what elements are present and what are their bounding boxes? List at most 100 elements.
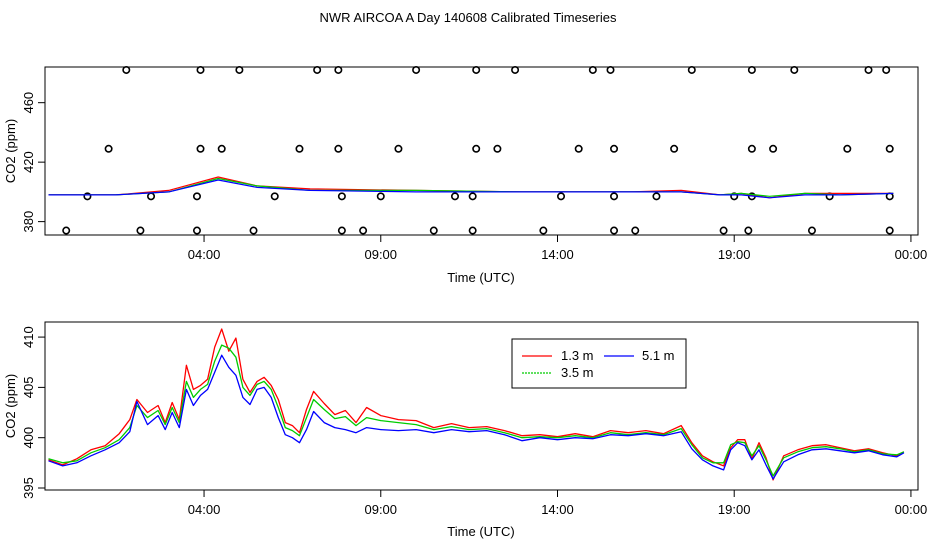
top-plot-frame: [44, 66, 919, 236]
top-x-tick-label-09-00: 09:00: [364, 247, 397, 262]
top-circle-point-3-12: [744, 226, 753, 235]
top-circle-point-1-4: [334, 144, 343, 153]
top-circle-point-1-1: [196, 144, 205, 153]
legend: 1.3 m 3.5 m 5.1 m: [511, 338, 687, 389]
bottom-y-axis: 395 400 405 410: [21, 326, 45, 499]
top-x-tick-label-00-00: 00:00: [895, 247, 928, 262]
top-x-axis: 04:00 09:00 14:00 19:00 00:00: [188, 235, 927, 262]
top-circle-point-1-2: [217, 144, 226, 153]
top-circle-point-0-12: [790, 65, 799, 74]
top-x-tick-label-19-00: 19:00: [718, 247, 751, 262]
top-circle-point-0-2: [235, 65, 244, 74]
top-circle-point-0-10: [687, 65, 696, 74]
top-x-tick-label-14-00: 14:00: [541, 247, 574, 262]
top-circle-point-2-1: [147, 192, 156, 201]
top-circle-point-2-5: [376, 192, 385, 201]
top-x-tick-label-04-00: 04:00: [188, 247, 221, 262]
bottom-series-line-5-1-m: [48, 354, 905, 480]
bottom-x-tick-label-19-00: 19:00: [718, 502, 751, 517]
top-circle-point-0-13: [864, 65, 873, 74]
top-y-axis: 380 420 460: [21, 92, 45, 233]
legend-label-1-3-m: 1.3 m: [561, 348, 594, 363]
top-circle-point-3-11: [719, 226, 728, 235]
top-circle-point-2-9: [610, 192, 619, 201]
top-circle-point-3-4: [337, 226, 346, 235]
top-x-axis-label: Time (UTC): [447, 270, 514, 285]
top-circle-point-3-9: [610, 226, 619, 235]
top-y-tick-label-380: 380: [21, 211, 36, 233]
top-circle-point-3-14: [885, 226, 894, 235]
top-circle-point-1-3: [295, 144, 304, 153]
top-plot-marks: [48, 65, 894, 235]
bottom-x-tick-label-09-00: 09:00: [364, 502, 397, 517]
top-circle-point-1-13: [843, 144, 852, 153]
top-circle-point-3-2: [192, 226, 201, 235]
top-circle-point-1-10: [670, 144, 679, 153]
top-circle-point-2-4: [337, 192, 346, 201]
top-circle-point-0-0: [122, 65, 131, 74]
bottom-y-tick-label-405: 405: [21, 377, 36, 399]
top-circle-point-2-11: [730, 192, 739, 201]
top-series-line-5-1-m: [48, 179, 894, 199]
top-circle-point-2-0: [83, 192, 92, 201]
top-y-tick-label-420: 420: [21, 151, 36, 173]
top-circle-point-3-0: [62, 226, 71, 235]
top-circle-point-0-11: [747, 65, 756, 74]
top-circle-point-0-5: [412, 65, 421, 74]
top-circle-point-0-14: [882, 65, 891, 74]
top-circle-point-1-12: [769, 144, 778, 153]
bottom-y-tick-label-395: 395: [21, 477, 36, 499]
top-circle-point-2-6: [450, 192, 459, 201]
top-circle-point-1-14: [885, 144, 894, 153]
top-circle-point-0-6: [472, 65, 481, 74]
top-circle-point-1-0: [104, 144, 113, 153]
bottom-y-axis-label: CO2 (ppm): [3, 374, 18, 438]
legend-label-5-1-m: 5.1 m: [642, 348, 675, 363]
top-circle-point-1-6: [472, 144, 481, 153]
top-circle-point-0-3: [313, 65, 322, 74]
top-panel: 04:00 09:00 14:00 19:00 00:00 380 420 460 Time…: [3, 65, 927, 285]
top-circle-point-0-9: [606, 65, 615, 74]
top-circle-point-2-3: [270, 192, 279, 201]
top-circle-point-2-7: [468, 192, 477, 201]
top-circle-point-3-6: [429, 226, 438, 235]
bottom-y-tick-label-400: 400: [21, 427, 36, 449]
page-title: NWR AIRCOA A Day 140608 Calibrated Times…: [320, 10, 617, 25]
legend-label-3-5-m: 3.5 m: [561, 365, 594, 380]
top-circle-point-0-1: [196, 65, 205, 74]
top-circle-point-2-10: [652, 192, 661, 201]
top-circle-point-3-1: [136, 226, 145, 235]
bottom-series-line-1-3-m: [48, 328, 905, 481]
top-circle-point-2-2: [192, 192, 201, 201]
bottom-series-line-3-5-m: [48, 344, 905, 477]
bottom-x-tick-label-00-00: 00:00: [895, 502, 928, 517]
top-circle-point-1-9: [610, 144, 619, 153]
bottom-panel: 04:00 09:00 14:00 19:00 00:00 395 400 405 410 T…: [3, 321, 927, 539]
top-circle-point-3-13: [807, 226, 816, 235]
top-circle-point-3-5: [359, 226, 368, 235]
bottom-y-tick-label-410: 410: [21, 326, 36, 348]
top-circle-point-3-10: [631, 226, 640, 235]
top-circle-point-1-5: [394, 144, 403, 153]
bottom-x-axis-label: Time (UTC): [447, 524, 514, 539]
bottom-x-axis: 04:00 09:00 14:00 19:00 00:00: [188, 490, 927, 517]
bottom-plot-marks: [48, 328, 905, 481]
top-circle-point-3-7: [468, 226, 477, 235]
top-circle-point-3-3: [249, 226, 258, 235]
top-circle-point-0-4: [334, 65, 343, 74]
top-circle-point-2-8: [557, 192, 566, 201]
top-y-tick-label-460: 460: [21, 92, 36, 114]
top-circle-point-0-7: [511, 65, 520, 74]
bottom-x-tick-label-04-00: 04:00: [188, 502, 221, 517]
bottom-plot-frame: [44, 321, 919, 491]
top-circle-point-1-11: [747, 144, 756, 153]
top-circle-point-1-7: [493, 144, 502, 153]
top-circle-point-1-8: [574, 144, 583, 153]
legend-box: [511, 338, 687, 389]
top-y-axis-label: CO2 (ppm): [3, 119, 18, 183]
top-circle-point-3-8: [539, 226, 548, 235]
top-circle-point-0-8: [588, 65, 597, 74]
bottom-x-tick-label-14-00: 14:00: [541, 502, 574, 517]
